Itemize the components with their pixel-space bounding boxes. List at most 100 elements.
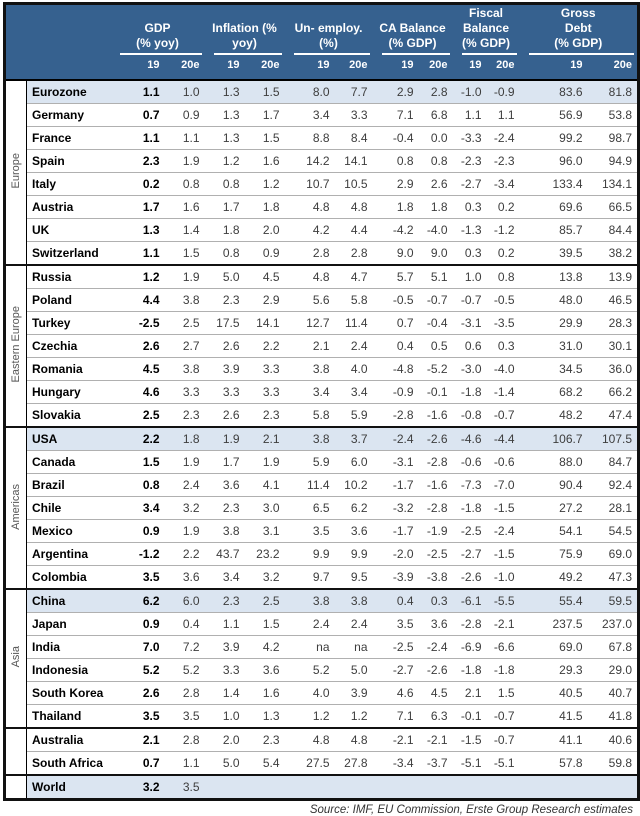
country-cell: Poland xyxy=(26,288,111,312)
header-underline xyxy=(119,53,202,55)
value-cell: -0.6 xyxy=(486,450,520,474)
column-group-title-line: (% GDP) xyxy=(462,36,511,50)
country-cell: Indonesia xyxy=(26,658,111,682)
column-group-header: CA Balance (% GDP) xyxy=(372,3,453,55)
value-cell: -0.1 xyxy=(418,380,453,404)
value-cell: -1.8 xyxy=(452,380,487,404)
value-cell: 1.8 xyxy=(372,195,419,219)
value-cell: 30.1 xyxy=(587,334,639,358)
value-cell: 3.5 xyxy=(284,519,335,543)
value-cell: 3.8 xyxy=(284,589,335,613)
value-cell: 10.2 xyxy=(334,473,373,497)
value-cell: 2.2 xyxy=(164,542,205,566)
value-cell: -2.5 xyxy=(418,542,453,566)
value-cell: 56.9 xyxy=(519,103,588,127)
value-cell: -2.4 xyxy=(486,519,520,543)
table-row: Chile 3.4 3.2 2.3 3.0 6.5 6.2 -3.2 -2.8 -1.8 -1.5 2… xyxy=(5,496,639,520)
value-cell: 3.5 xyxy=(110,704,165,729)
table-row: Turkey -2.5 2.5 17.5 14.1 12.7 11.4 0.7 -0.4 -3.1… xyxy=(5,311,639,335)
value-cell: 48.2 xyxy=(519,403,588,428)
value-cell: 0.7 xyxy=(110,103,165,127)
value-cell: 68.2 xyxy=(519,380,588,404)
value-cell: 3.2 xyxy=(244,565,285,590)
value-cell: -0.4 xyxy=(372,126,419,150)
value-cell: 0.7 xyxy=(372,311,419,335)
value-cell: 27.8 xyxy=(334,751,373,776)
value-cell: 53.8 xyxy=(587,103,639,127)
value-cell: 5.2 xyxy=(284,658,335,682)
value-cell: 1.5 xyxy=(244,80,285,104)
value-cell: 1.1 xyxy=(164,126,205,150)
value-cell: -5.1 xyxy=(486,751,520,776)
value-cell: 66.5 xyxy=(587,195,639,219)
value-cell: -2.8 xyxy=(372,403,419,428)
value-cell: 1.3 xyxy=(110,218,165,242)
value-cell: 29.3 xyxy=(519,658,588,682)
year-subheader: 19 xyxy=(204,55,245,81)
value-cell: 2.3 xyxy=(244,403,285,428)
value-cell: -3.7 xyxy=(418,751,453,776)
value-cell: 133.4 xyxy=(519,172,588,196)
column-group-title-line: (%) xyxy=(319,36,338,50)
value-cell: 4.2 xyxy=(284,218,335,242)
table-row: Spain 2.3 1.9 1.2 1.6 14.2 14.1 0.8 0.8 -2.3 -2.3 9… xyxy=(5,149,639,173)
country-cell: Germany xyxy=(26,103,111,127)
value-cell: na xyxy=(284,635,335,659)
table-row: Argentina -1.2 2.2 43.7 23.2 9.9 9.9 -2.0 -2.5 -2… xyxy=(5,542,639,566)
value-cell: 1.6 xyxy=(244,149,285,173)
value-cell: 1.8 xyxy=(164,427,205,451)
value-cell: 3.5 xyxy=(372,612,419,636)
value-cell: 7.7 xyxy=(334,80,373,104)
value-cell: 4.6 xyxy=(110,380,165,404)
value-cell: 2.8 xyxy=(284,241,335,266)
value-cell: 9.9 xyxy=(334,542,373,566)
value-cell: 5.9 xyxy=(334,403,373,428)
country-cell: Romania xyxy=(26,357,111,381)
value-cell: 2.3 xyxy=(204,589,245,613)
value-cell: 1.8 xyxy=(244,195,285,219)
country-cell: Spain xyxy=(26,149,111,173)
value-cell: -1.8 xyxy=(452,658,487,682)
table-row: Australia 2.1 2.8 2.0 2.3 4.8 4.8 -2.1 -2.1 -1.5-… xyxy=(4,728,639,776)
value-cell: 1.9 xyxy=(164,450,205,474)
value-cell: 0.8 xyxy=(204,172,245,196)
country-cell: Turkey xyxy=(26,311,111,335)
value-cell: 5.4 xyxy=(244,751,285,776)
value-cell: 2.9 xyxy=(244,288,285,312)
table-row: Austria 1.7 1.6 1.7 1.8 4.8 4.8 1.8 1.8 0.3 0.2 69.… xyxy=(5,195,639,219)
value-cell: -2.5 xyxy=(110,311,165,335)
value-cell: 0.8 xyxy=(204,241,245,266)
country-cell: Eurozone xyxy=(26,80,111,104)
table-row: South Africa 0.7 1.1 5.0 5.4 27.5 27.8 -3.4 -3.7… xyxy=(5,751,639,776)
country-cell: Australia xyxy=(26,728,111,752)
table-row: Asia China 6.2 6.0 2.3 2.5 3.8 3.8 0.4 0.3 -6.1 -5.… xyxy=(4,589,639,729)
value-cell: 14.1 xyxy=(244,311,285,335)
year-subheader: 20e xyxy=(486,55,520,81)
country-cell: Brazil xyxy=(26,473,111,497)
header-corner xyxy=(4,3,111,81)
value-cell: 1.3 xyxy=(204,126,245,150)
value-cell: 134.1 xyxy=(587,172,639,196)
value-cell: 3.9 xyxy=(334,681,373,705)
value-cell: 5.7 xyxy=(372,265,419,289)
value-cell: 29.0 xyxy=(587,658,639,682)
value-cell: -2.8 xyxy=(418,450,453,474)
value-cell: 1.0 xyxy=(452,265,487,289)
value-cell: 3.8 xyxy=(164,288,205,312)
value-cell: 5.8 xyxy=(334,288,373,312)
value-cell: 84.4 xyxy=(587,218,639,242)
value-cell: 1.2 xyxy=(244,172,285,196)
value-cell: 49.2 xyxy=(519,565,588,590)
value-cell: 1.5 xyxy=(110,450,165,474)
value-cell: 75.9 xyxy=(519,542,588,566)
table-row: France 1.1 1.1 1.3 1.5 8.8 8.4 -0.4 0.0 -3.3 -2.4 9… xyxy=(5,126,639,150)
value-cell: 94.9 xyxy=(587,149,639,173)
value-cell: 2.6 xyxy=(110,334,165,358)
value-cell: 5.6 xyxy=(284,288,335,312)
value-cell: 1.4 xyxy=(204,681,245,705)
value-cell xyxy=(418,775,453,801)
value-cell: 55.4 xyxy=(519,589,588,613)
value-cell: 7.0 xyxy=(110,635,165,659)
value-cell: 8.0 xyxy=(284,80,335,104)
value-cell: 237.0 xyxy=(587,612,639,636)
